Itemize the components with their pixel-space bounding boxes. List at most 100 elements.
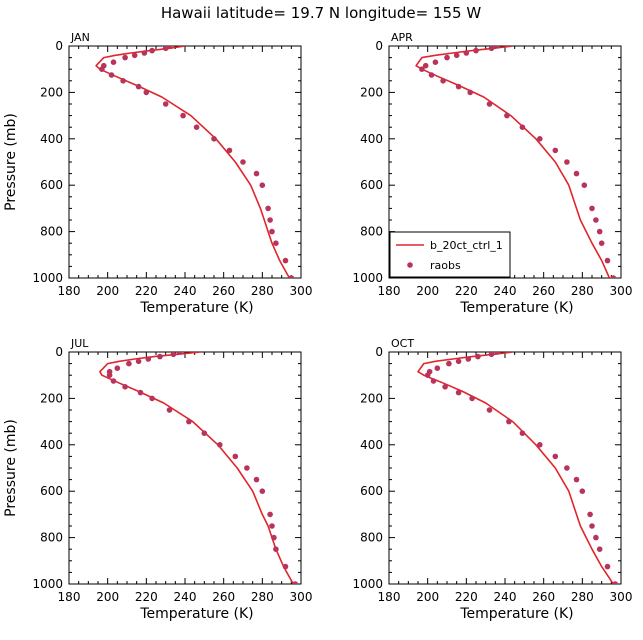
plot-area	[417, 352, 618, 584]
raobs-point	[552, 453, 559, 460]
raobs-point	[455, 83, 462, 90]
raobs-point	[579, 488, 586, 495]
y-tick-label: 200	[360, 85, 383, 99]
x-tick-label: 220	[455, 284, 478, 298]
y-axis-label: Pressure (mb)	[3, 113, 19, 211]
x-tick-label: 280	[251, 590, 274, 604]
raobs-point	[596, 228, 603, 235]
raobs-point	[135, 83, 142, 90]
x-tick-label: 240	[494, 590, 517, 604]
x-tick-label: 260	[532, 284, 555, 298]
legend-label: raobs	[430, 259, 461, 272]
raobs-point	[267, 217, 273, 223]
y-tick-label: 600	[360, 484, 383, 498]
raobs-point	[114, 365, 121, 372]
x-tick-label: 240	[174, 590, 197, 604]
raobs-point	[552, 147, 559, 154]
y-tick-label: 400	[360, 132, 383, 146]
y-tick-label: 600	[40, 484, 63, 498]
y-tick-label: 800	[40, 225, 63, 239]
raobs-point	[573, 170, 580, 177]
x-tick-label: 280	[571, 590, 594, 604]
x-tick-label: 180	[58, 284, 81, 298]
raobs-point	[282, 257, 289, 264]
panel-jan: JAN 180 200 220 240 260 280 300 0 200 400 600 800 100…	[3, 31, 312, 316]
raobs-point	[537, 442, 543, 448]
raobs-point	[162, 46, 169, 52]
raobs-point	[506, 418, 512, 425]
raobs-point	[180, 112, 186, 119]
x-axis-label: Temperature (K)	[139, 300, 253, 316]
x-tick-label: 220	[135, 590, 158, 604]
raobs-point	[610, 275, 617, 278]
raobs-point	[122, 384, 128, 390]
raobs-point	[120, 78, 126, 84]
raobs-point	[519, 124, 526, 130]
x-tick-label: 260	[212, 284, 235, 298]
model-line	[95, 46, 291, 278]
raobs-point	[149, 395, 155, 402]
raobs-point	[564, 159, 570, 165]
y-tick-label: 600	[40, 178, 63, 192]
legend-box	[389, 231, 511, 278]
y-tick-label: 1000	[32, 577, 63, 591]
raobs-point	[612, 581, 618, 584]
y-tick-label: 800	[360, 531, 383, 545]
raobs-point	[598, 240, 605, 246]
raobs-point	[135, 358, 142, 365]
raobs-point	[564, 465, 570, 471]
raobs-point	[486, 407, 493, 413]
raobs-point	[108, 72, 115, 78]
raobs-point	[126, 360, 132, 367]
y-tick-label: 600	[360, 178, 383, 192]
y-tick-label: 800	[360, 225, 383, 239]
x-tick-label: 200	[96, 590, 119, 604]
raobs-point	[292, 581, 298, 584]
x-tick-label: 300	[610, 590, 633, 604]
raobs-point	[273, 546, 279, 552]
y-tick-label: 400	[360, 438, 383, 452]
raobs-point	[455, 358, 462, 365]
x-tick-label: 200	[96, 284, 119, 298]
raobs-point	[217, 442, 223, 448]
raobs-point	[137, 389, 144, 396]
y-tick-label: 0	[375, 39, 383, 53]
x-tick-label: 200	[416, 284, 439, 298]
raobs-point	[122, 54, 128, 61]
raobs-point	[99, 66, 105, 72]
raobs-point	[253, 170, 260, 177]
raobs-point	[265, 205, 271, 212]
panel-label: JAN	[70, 31, 90, 44]
raobs-point	[259, 182, 266, 188]
raobs-point	[593, 217, 599, 223]
x-tick-label: 200	[416, 590, 439, 604]
raobs-point	[422, 62, 429, 69]
raobs-point	[473, 47, 479, 54]
raobs-point	[589, 523, 595, 529]
y-tick-label: 200	[360, 391, 383, 405]
raobs-point	[442, 384, 448, 390]
raobs-point	[162, 101, 169, 107]
raobs-point	[176, 352, 182, 355]
raobs-point	[589, 205, 595, 212]
legend-dot-swatch	[407, 262, 413, 268]
raobs-point	[211, 136, 217, 142]
raobs-point	[486, 101, 493, 107]
y-tick-label: 400	[40, 438, 63, 452]
raobs-point	[419, 66, 425, 72]
x-tick-label: 260	[212, 590, 235, 604]
x-tick-label: 220	[455, 590, 478, 604]
legend-label: b_20ct_ctrl_1	[430, 239, 503, 252]
raobs-point	[259, 488, 266, 495]
raobs-point	[131, 52, 138, 59]
raobs-point	[593, 534, 599, 541]
raobs-point	[446, 360, 452, 367]
panel-apr: APR 180 200 220 240 260 280 300 0 200 400 600 800 100…	[352, 31, 632, 316]
y-tick-label: 1000	[352, 271, 383, 285]
x-axis-label: Temperature (K)	[459, 606, 573, 622]
raobs-point	[463, 50, 470, 56]
x-tick-label: 260	[532, 590, 555, 604]
y-tick-label: 0	[55, 345, 63, 359]
raobs-point	[269, 523, 275, 529]
raobs-point	[604, 257, 611, 264]
